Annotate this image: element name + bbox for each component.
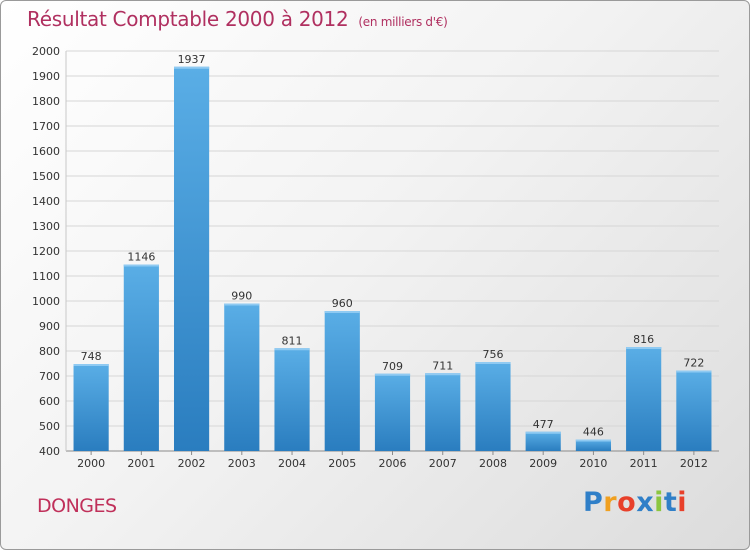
logo-letter: i	[654, 487, 664, 518]
x-tick-label: 2002	[178, 457, 206, 470]
y-tick-label: 1800	[32, 95, 60, 108]
logo-letter: x	[636, 487, 655, 518]
x-tick-label: 2009	[529, 457, 557, 470]
bar-2007	[425, 373, 461, 451]
bar-top-highlight	[224, 303, 260, 306]
bar-2000	[73, 364, 109, 451]
bar-2005	[324, 311, 360, 451]
y-tick-label: 1700	[32, 120, 60, 133]
y-tick-label: 600	[39, 395, 60, 408]
value-label: 960	[332, 297, 353, 310]
bar-2008	[475, 362, 511, 451]
logo-letter: r	[603, 487, 618, 518]
y-tick-label: 1600	[32, 145, 60, 158]
bar-2004	[274, 348, 310, 451]
bar-top-highlight	[475, 362, 511, 364]
bar-2006	[374, 373, 411, 451]
y-tick-label: 1900	[32, 70, 60, 83]
y-tick-label: 1200	[32, 245, 60, 258]
x-axis: 2000 2001 2002 2003 2004 2005 2006 2007 2008 2009…	[77, 451, 708, 470]
y-tick-label: 800	[39, 345, 60, 358]
value-label: 990	[231, 290, 252, 303]
bar-top-highlight	[324, 311, 360, 313]
y-tick-label: 1100	[32, 270, 60, 283]
y-tick-label: 900	[39, 320, 60, 333]
x-tick-label: 2008	[479, 457, 507, 470]
value-label: 756	[482, 348, 503, 361]
x-tick-label: 2010	[579, 457, 607, 470]
bar-top-highlight	[73, 364, 109, 366]
logo-letter: P	[583, 487, 604, 518]
value-label: 1146	[127, 251, 155, 264]
bar-2001	[123, 264, 159, 451]
proxiti-logo: Proxiti	[583, 487, 687, 518]
x-tick-label: 2011	[630, 457, 658, 470]
bar-2011	[626, 347, 662, 451]
bar-2009	[525, 431, 561, 451]
bar-2010	[575, 439, 612, 451]
bar-top-highlight	[173, 66, 210, 69]
y-tick-label: 700	[39, 370, 60, 383]
y-tick-label: 1400	[32, 195, 60, 208]
y-tick-label: 1500	[32, 170, 60, 183]
x-tick-label: 2005	[328, 457, 356, 470]
y-tick-label: 1000	[32, 295, 60, 308]
y-tick-label: 1300	[32, 220, 60, 233]
bar-top-highlight	[626, 347, 662, 349]
city-name: DONGES	[37, 495, 117, 517]
bar-top-highlight	[425, 373, 461, 376]
logo-letter: t	[663, 487, 678, 518]
value-label: 711	[432, 359, 453, 372]
bar-top-highlight	[374, 373, 411, 376]
bar-top-highlight	[676, 370, 712, 373]
value-label: 722	[683, 357, 704, 370]
value-label: 1937	[178, 53, 206, 66]
value-label: 748	[81, 350, 102, 363]
value-label: 816	[633, 333, 654, 346]
x-tick-label: 2003	[228, 457, 256, 470]
bar-top-highlight	[123, 264, 159, 267]
bar-2003	[224, 303, 260, 451]
chart-title: Résultat Comptable 2000 à 2012	[27, 7, 349, 31]
x-tick-label: 2012	[680, 457, 708, 470]
bar-2002	[173, 66, 210, 451]
x-tick-label: 2001	[127, 457, 155, 470]
x-tick-label: 2006	[379, 457, 407, 470]
bars: 748 1146 1937 990 811 960 709 711 756 477 446 816 72…	[73, 53, 712, 451]
chart-title-block: Résultat Comptable 2000 à 2012 (en millie…	[27, 7, 448, 31]
bar-top-highlight	[274, 348, 310, 351]
x-tick-label: 2000	[77, 457, 105, 470]
value-label: 477	[533, 418, 554, 431]
chart-unit: (en milliers d'€)	[358, 15, 448, 29]
bar-top-highlight	[575, 439, 612, 442]
y-tick-label: 2000	[32, 45, 60, 58]
value-label: 709	[382, 360, 403, 373]
value-label: 446	[583, 426, 604, 439]
value-label: 811	[282, 334, 303, 347]
logo-letter: o	[617, 487, 637, 518]
x-tick-label: 2004	[278, 457, 306, 470]
bar-top-highlight	[525, 431, 561, 434]
y-tick-label: 400	[39, 445, 60, 458]
logo-letter: i	[677, 487, 688, 518]
bar-2012	[676, 370, 712, 451]
x-tick-label: 2007	[429, 457, 457, 470]
y-tick-label: 500	[39, 420, 60, 433]
